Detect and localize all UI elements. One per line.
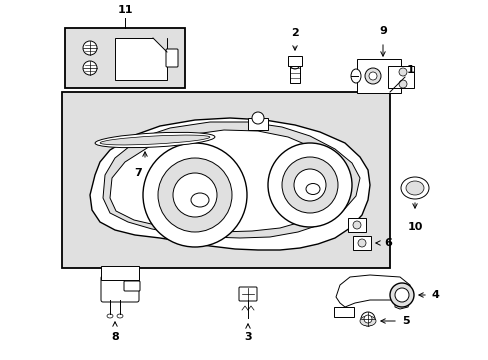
Text: 4: 4: [431, 290, 439, 300]
Circle shape: [352, 221, 360, 229]
Circle shape: [398, 80, 406, 88]
Circle shape: [364, 68, 380, 84]
Ellipse shape: [117, 314, 123, 318]
Circle shape: [357, 239, 365, 247]
Circle shape: [363, 315, 371, 323]
FancyBboxPatch shape: [352, 236, 370, 250]
Text: 10: 10: [407, 222, 422, 232]
Circle shape: [83, 41, 97, 55]
FancyBboxPatch shape: [387, 66, 413, 88]
Text: 9: 9: [378, 26, 386, 36]
Polygon shape: [335, 275, 411, 309]
Text: 5: 5: [401, 316, 409, 326]
Text: 2: 2: [290, 28, 298, 38]
Ellipse shape: [350, 69, 360, 83]
Circle shape: [368, 72, 376, 80]
Circle shape: [267, 143, 351, 227]
Ellipse shape: [400, 177, 428, 199]
Ellipse shape: [95, 132, 215, 148]
Circle shape: [360, 312, 374, 326]
FancyBboxPatch shape: [124, 281, 140, 291]
FancyBboxPatch shape: [101, 266, 139, 280]
FancyBboxPatch shape: [65, 28, 184, 88]
Ellipse shape: [359, 316, 375, 326]
Text: 7: 7: [134, 168, 142, 178]
Ellipse shape: [100, 135, 209, 145]
Polygon shape: [110, 130, 349, 232]
Text: 3: 3: [244, 332, 251, 342]
Circle shape: [398, 68, 406, 76]
Circle shape: [289, 59, 299, 69]
Circle shape: [293, 169, 325, 201]
FancyBboxPatch shape: [101, 276, 139, 302]
FancyBboxPatch shape: [239, 287, 257, 301]
FancyBboxPatch shape: [347, 218, 365, 232]
Text: 8: 8: [111, 332, 119, 342]
Text: 11: 11: [117, 5, 132, 15]
Ellipse shape: [305, 184, 319, 194]
Circle shape: [282, 157, 337, 213]
Text: 1: 1: [406, 65, 414, 75]
FancyBboxPatch shape: [247, 118, 267, 130]
Ellipse shape: [191, 193, 208, 207]
FancyBboxPatch shape: [165, 49, 178, 67]
FancyBboxPatch shape: [333, 307, 353, 317]
Circle shape: [83, 61, 97, 75]
Polygon shape: [153, 38, 167, 52]
Polygon shape: [90, 118, 369, 250]
Polygon shape: [103, 122, 359, 238]
Ellipse shape: [107, 314, 113, 318]
Circle shape: [251, 112, 264, 124]
Text: 6: 6: [383, 238, 391, 248]
FancyBboxPatch shape: [62, 92, 389, 268]
Circle shape: [389, 283, 413, 307]
Circle shape: [173, 173, 217, 217]
Circle shape: [158, 158, 231, 232]
FancyBboxPatch shape: [287, 56, 302, 66]
Ellipse shape: [405, 181, 423, 195]
Circle shape: [142, 143, 246, 247]
Circle shape: [394, 288, 408, 302]
FancyBboxPatch shape: [289, 65, 299, 83]
FancyBboxPatch shape: [356, 59, 400, 93]
FancyBboxPatch shape: [115, 38, 167, 80]
